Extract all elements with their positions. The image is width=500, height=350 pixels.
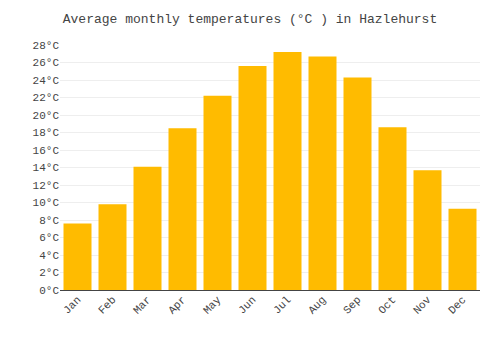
svg-text:2°C: 2°C	[39, 267, 59, 279]
svg-text:4°C: 4°C	[39, 250, 59, 262]
svg-text:Feb: Feb	[96, 294, 118, 316]
svg-text:0°C: 0°C	[39, 285, 59, 297]
svg-text:Average monthly temperatures (: Average monthly temperatures (°C ) in Ha…	[63, 12, 437, 27]
svg-text:Apr: Apr	[166, 294, 188, 316]
svg-text:18°C: 18°C	[33, 127, 60, 139]
svg-text:Sep: Sep	[341, 294, 363, 316]
svg-text:Nov: Nov	[411, 294, 434, 317]
svg-text:20°C: 20°C	[33, 110, 60, 122]
svg-text:Jan: Jan	[61, 294, 83, 316]
svg-text:Jul: Jul	[271, 294, 293, 316]
svg-text:Jun: Jun	[236, 294, 258, 316]
svg-text:Mar: Mar	[131, 294, 153, 316]
svg-text:12°C: 12°C	[33, 180, 60, 192]
svg-text:Oct: Oct	[376, 294, 398, 316]
svg-text:26°C: 26°C	[33, 57, 60, 69]
svg-text:10°C: 10°C	[33, 197, 60, 209]
svg-text:6°C: 6°C	[39, 232, 59, 244]
svg-text:Dec: Dec	[446, 294, 468, 316]
svg-text:28°C: 28°C	[33, 40, 60, 52]
svg-text:22°C: 22°C	[33, 92, 60, 104]
svg-text:Aug: Aug	[306, 294, 328, 316]
svg-text:14°C: 14°C	[33, 162, 60, 174]
svg-text:May: May	[201, 294, 224, 317]
svg-text:16°C: 16°C	[33, 145, 60, 157]
svg-text:24°C: 24°C	[33, 75, 60, 87]
svg-text:8°C: 8°C	[39, 215, 59, 227]
